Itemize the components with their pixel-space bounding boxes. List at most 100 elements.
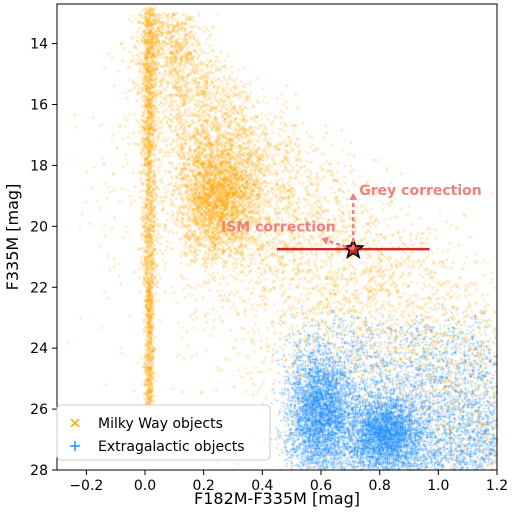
milky-way-point: [461, 267, 464, 270]
milky-way-point: [171, 388, 174, 391]
milky-way-point: [347, 297, 350, 300]
milky-way-point: [130, 195, 133, 198]
milky-way-point: [258, 387, 261, 390]
milky-way-point: [372, 261, 375, 264]
milky-way-point: [396, 216, 399, 219]
milky-way-point: [227, 358, 230, 361]
milky-way-point: [411, 263, 414, 266]
milky-way-point: [482, 274, 485, 277]
milky-way-point: [343, 176, 346, 179]
milky-way-point: [449, 289, 452, 292]
milky-way-point: [439, 212, 442, 215]
milky-way-point: [191, 75, 194, 78]
milky-way-point: [432, 320, 435, 323]
milky-way-point: [139, 291, 142, 294]
milky-way-point: [385, 264, 388, 267]
milky-way-point: [425, 273, 428, 276]
milky-way-point: [435, 343, 438, 346]
milky-way-point: [490, 278, 493, 281]
milky-way-point: [266, 211, 269, 214]
milky-way-point: [285, 252, 288, 255]
milky-way-point: [399, 207, 402, 210]
milky-way-point: [139, 191, 142, 194]
milky-way-point: [203, 30, 206, 33]
milky-way-point: [265, 159, 268, 162]
milky-way-point: [196, 317, 199, 320]
milky-way-point: [359, 292, 362, 295]
milky-way-point: [108, 297, 111, 300]
milky-way-point: [213, 276, 216, 279]
milky-way-point: [166, 85, 169, 88]
milky-way-point: [315, 251, 318, 254]
milky-way-point: [349, 275, 352, 278]
milky-way-point: [279, 122, 282, 125]
milky-way-point: [385, 234, 388, 237]
milky-way-point: [232, 257, 235, 260]
milky-way-point: [172, 130, 175, 133]
milky-way-point: [272, 173, 275, 176]
milky-way-point: [329, 288, 332, 291]
milky-way-point: [122, 165, 125, 168]
milky-way-point: [339, 278, 342, 281]
milky-way-point: [312, 312, 315, 315]
milky-way-point: [373, 275, 376, 278]
milky-way-point: [110, 138, 113, 141]
milky-way-point: [410, 223, 413, 226]
milky-way-point: [454, 292, 457, 295]
milky-way-point: [161, 121, 164, 124]
milky-way-point: [252, 287, 255, 290]
milky-way-point: [399, 240, 402, 243]
milky-way-point: [132, 132, 135, 135]
milky-way-point: [262, 360, 265, 363]
milky-way-point: [168, 74, 171, 77]
milky-way-point: [293, 133, 296, 136]
milky-way-point: [389, 313, 392, 316]
milky-way-point: [423, 260, 426, 263]
milky-way-point: [265, 128, 268, 131]
milky-way-point: [190, 313, 193, 316]
milky-way-point: [266, 297, 269, 300]
milky-way-point: [104, 235, 107, 238]
milky-way-point: [249, 79, 252, 82]
milky-way-point: [341, 242, 344, 245]
milky-way-point: [68, 342, 71, 345]
milky-way-point: [267, 327, 270, 330]
milky-way-point: [118, 200, 121, 203]
milky-way-point: [205, 349, 208, 352]
milky-way-point: [142, 328, 145, 331]
milky-way-point: [140, 255, 143, 258]
milky-way-point: [193, 108, 196, 111]
milky-way-point: [474, 253, 477, 256]
milky-way-point: [311, 272, 314, 275]
milky-way-point: [246, 372, 249, 375]
milky-way-point: [138, 277, 141, 280]
milky-way-point: [138, 132, 141, 135]
milky-way-point: [388, 260, 391, 263]
milky-way-point: [354, 267, 357, 270]
milky-way-point: [273, 397, 276, 400]
milky-way-point: [208, 289, 211, 292]
milky-way-point: [271, 124, 274, 127]
milky-way-point: [369, 232, 372, 235]
milky-way-point: [360, 257, 363, 260]
milky-way-point: [451, 295, 454, 298]
milky-way-point: [455, 372, 458, 375]
milky-way-point: [390, 285, 393, 288]
milky-way-point: [137, 171, 140, 174]
milky-way-point: [224, 124, 227, 127]
milky-way-point: [248, 83, 251, 86]
milky-way-point: [180, 274, 183, 277]
milky-way-point: [389, 242, 392, 245]
milky-way-point: [281, 177, 284, 180]
milky-way-point: [195, 44, 198, 47]
milky-way-point: [315, 313, 318, 316]
milky-way-point: [371, 244, 374, 247]
milky-way-point: [335, 171, 338, 174]
milky-way-point: [225, 86, 228, 89]
milky-way-point: [281, 170, 284, 173]
milky-way-point: [155, 238, 158, 241]
milky-way-point: [320, 205, 323, 208]
milky-way-point: [182, 90, 185, 93]
milky-way-point: [277, 132, 280, 135]
milky-way-point: [260, 178, 263, 181]
